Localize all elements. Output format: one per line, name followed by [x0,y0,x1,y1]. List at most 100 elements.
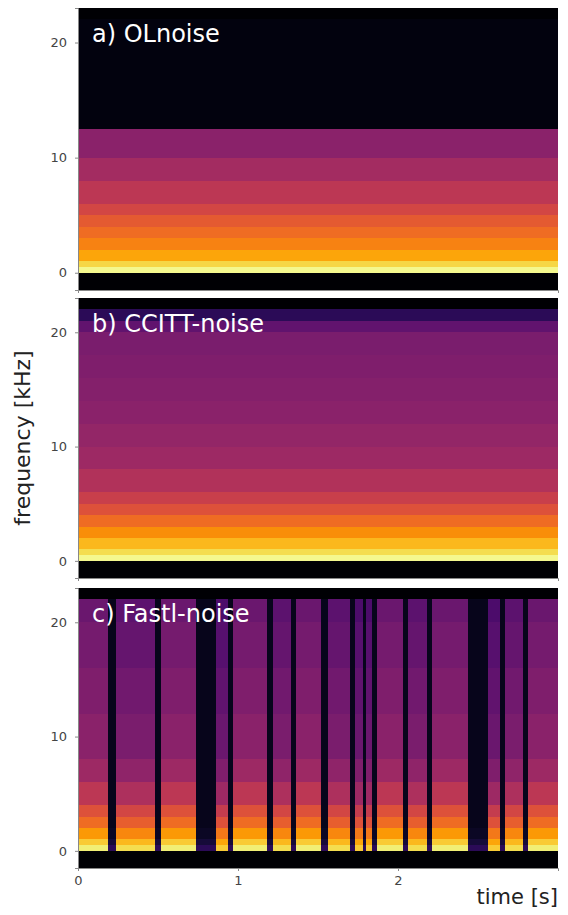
spectrogram-cell [78,447,558,470]
panel-title: b) CCITT-noise [92,310,264,338]
spectrogram-cell [78,261,558,267]
axis-line [79,579,559,582]
spectrogram-cell [161,668,196,714]
spectrogram-cell [403,714,408,760]
spectrogram-cell [403,817,408,828]
spectrogram-cell [505,845,523,851]
spectrogram-cell [273,845,291,851]
spectrogram-cell [432,599,469,622]
spectrogram-cell [500,782,505,805]
plot-area [78,8,558,290]
spectrogram-cell [355,828,363,839]
spectrogram-cell [233,828,267,839]
spectrogram-cell [321,714,327,760]
spectrogram-cell [273,622,291,668]
spectrogram-cell [233,839,267,845]
y-axis: 01020 [50,589,78,869]
spectrogram-cell [291,622,296,668]
spectrogram-cell [196,668,215,714]
spectrogram-cell [116,828,154,839]
spectrogram-cell [296,714,322,760]
spectrogram-cell [427,599,432,622]
spectrogram-cell [363,668,366,714]
spectrogram-cell [372,845,377,851]
x-tick: 1 [234,868,242,888]
spectrogram-cell [216,714,229,760]
spectrogram-cell [116,839,154,845]
spectrogram-cell [350,817,355,828]
spectrogram-cell [505,839,523,845]
spectrogram-cell [363,805,366,816]
x-tick-label: 2 [394,873,402,888]
spectrogram-cell [155,805,161,816]
y-tick-label: 10 [50,729,67,744]
spectrogram-cell [296,839,322,845]
y-tick-mark [75,447,78,448]
spectrogram-cell [116,668,154,714]
spectrogram-cell [228,622,233,668]
spectrogram-cell [161,839,196,845]
spectrogram-cell [155,839,161,845]
spectrogram-cell [328,782,350,805]
spectrogram-cell [427,845,432,851]
spectrogram-cell [500,845,505,851]
spectrogram-cell [78,549,558,555]
spectrogram-cell [273,828,291,839]
y-tick-mark [75,851,78,852]
spectrogram-cell [233,817,267,828]
spectrogram-cell [321,845,327,851]
plot-area [78,298,558,578]
y-tick: 0 [59,554,78,569]
spectrogram-cell [291,668,296,714]
y-tick-label: 10 [50,439,67,454]
spectrogram-cell [267,668,273,714]
spectrogram-cell [296,817,322,828]
spectrogram-cell [372,668,377,714]
spectrogram-cell [528,668,558,714]
spectrogram-cell [377,828,403,839]
spectrogram-cell [372,599,377,622]
spectrogram-cell [355,817,363,828]
spectrogram-cell [228,845,233,851]
spectrogram-cell [273,839,291,845]
spectrogram-cell [523,599,528,622]
spectrogram-cell [377,839,403,845]
spectrogram-cell [528,714,558,760]
spectrogram-cell [403,782,408,805]
y-axis: 01020 [50,299,78,579]
spectrogram-cell [78,250,558,262]
spectrogram-cell [408,759,427,782]
spectrogram-cell [233,668,267,714]
spectrogram-cell [78,129,558,158]
spectrogram-cell [355,622,363,668]
spectrogram-cell [328,668,350,714]
x-tick: 0 [74,868,82,888]
spectrogram-cell [108,668,116,714]
spectrogram-cell [372,714,377,760]
spectrogram-cell [216,828,229,839]
spectrogram-cell [291,828,296,839]
spectrogram-cell [528,839,558,845]
spectrogram-cell [161,782,196,805]
spectrogram-cell [427,622,432,668]
spectrogram-cell [321,828,327,839]
spectrogram-cell [350,828,355,839]
spectrogram-cell [468,845,487,851]
spectrogram-cell [216,759,229,782]
spectrogram-cell [233,622,267,668]
spectrogram-cell [78,622,108,668]
spectrogram-cell [408,805,427,816]
plot-background [78,298,558,578]
spectrogram-cell [468,714,487,760]
spectrogram-cell [78,355,558,378]
spectrogram-cell [488,759,501,782]
spectrogram-cell [523,782,528,805]
spectrogram-cell [78,215,558,227]
axis-line [79,869,559,872]
spectrogram-cell [216,839,229,845]
spectrogram-cell [78,828,108,839]
spectrogram-cell [155,668,161,714]
y-tick-label: 0 [59,554,67,569]
spectrogram-cell [366,714,372,760]
spectrogram-cell [363,622,366,668]
